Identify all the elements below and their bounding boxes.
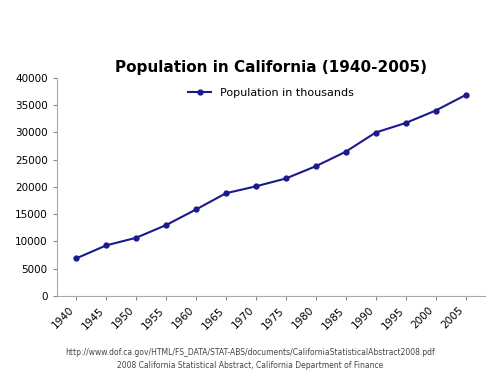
Population in thousands [73, 256, 79, 261]
Population in thousands [372, 130, 378, 135]
Population in thousands [283, 176, 289, 181]
Text: http://www.dof.ca.gov/HTML/FS_DATA/STAT-ABS/documents/CaliforniaStatisticalAbstr: http://www.dof.ca.gov/HTML/FS_DATA/STAT-… [65, 348, 435, 357]
Text: 2008 California Statistical Abstract, California Department of Finance: 2008 California Statistical Abstract, Ca… [117, 361, 383, 370]
Population in thousands [253, 184, 259, 189]
Population in thousands [313, 164, 319, 168]
Population in thousands [193, 207, 199, 212]
Title: Population in California (1940-2005): Population in California (1940-2005) [115, 60, 427, 75]
Population in thousands [133, 235, 139, 240]
Legend: Population in thousands: Population in thousands [184, 83, 358, 102]
Population in thousands [462, 93, 468, 97]
Line: Population in thousands: Population in thousands [74, 92, 468, 261]
Population in thousands [163, 223, 169, 227]
Population in thousands [343, 149, 349, 154]
Population in thousands [432, 108, 438, 113]
Population in thousands [103, 243, 109, 248]
Population in thousands [402, 121, 408, 125]
Population in thousands [223, 191, 229, 196]
